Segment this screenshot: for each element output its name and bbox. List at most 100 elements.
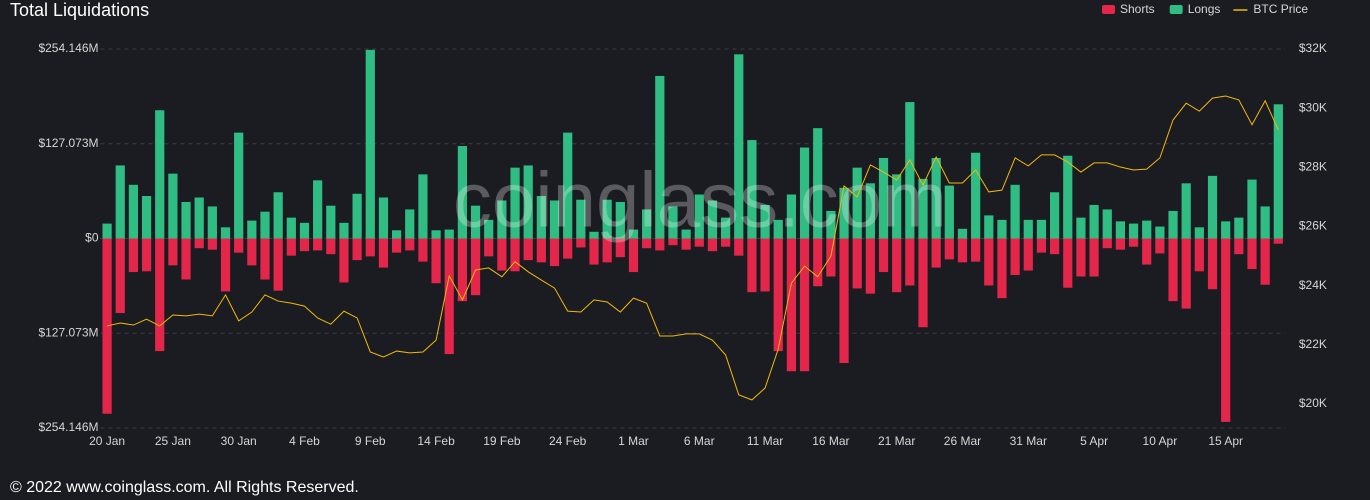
- bar: [102, 238, 112, 414]
- bar: [642, 238, 652, 249]
- bar: [444, 238, 454, 355]
- bar: [141, 238, 152, 272]
- bar: [1247, 179, 1257, 239]
- bar: [207, 238, 217, 250]
- bar: [997, 219, 1007, 239]
- bar: [760, 204, 770, 239]
- bar: [510, 238, 520, 272]
- bar: [707, 200, 718, 239]
- bar: [1273, 104, 1283, 239]
- bar: [878, 157, 889, 239]
- bar: [260, 238, 270, 280]
- bar: [865, 238, 875, 294]
- x-tick-label: 4 Feb: [289, 434, 320, 448]
- bar: [720, 238, 731, 247]
- bar: [892, 238, 902, 293]
- bar: [734, 54, 744, 239]
- bar: [405, 209, 415, 239]
- bar: [892, 174, 902, 239]
- bar: [971, 238, 981, 262]
- bar: [655, 238, 665, 251]
- bar: [523, 238, 533, 261]
- watermark: coinglass.com: [453, 156, 947, 244]
- bar: [1049, 192, 1060, 239]
- bar: [115, 165, 125, 239]
- bar: [391, 230, 402, 239]
- bar: [207, 206, 217, 239]
- bar: [470, 238, 481, 296]
- bar: [299, 222, 310, 239]
- y2-tick-label: $32K: [1299, 41, 1327, 55]
- bar: [628, 238, 639, 273]
- bar: [997, 238, 1007, 299]
- bar: [326, 205, 336, 239]
- footer: © 2022 www.coinglass.com. All Rights Res…: [10, 479, 359, 496]
- y2-tick-label: $30K: [1299, 100, 1327, 114]
- bar: [168, 173, 178, 239]
- bar: [971, 152, 981, 239]
- bar: [220, 238, 231, 292]
- x-tick-label: 25 Jan: [155, 434, 191, 448]
- x-tick-label: 19 Feb: [483, 434, 521, 448]
- legend-swatch: [1102, 5, 1115, 14]
- x-tick-label: 30 Jan: [221, 434, 257, 448]
- y2-tick-label: $26K: [1299, 219, 1327, 233]
- bar: [1181, 183, 1191, 239]
- bar: [734, 238, 744, 256]
- bar: [1076, 238, 1086, 277]
- bar: [128, 238, 139, 273]
- y-tick-label: $254.146M: [38, 420, 98, 434]
- bar: [1221, 238, 1231, 422]
- bar: [194, 197, 204, 239]
- bar: [576, 238, 586, 248]
- bar: [418, 174, 428, 239]
- bar: [1076, 217, 1086, 239]
- bar: [1023, 238, 1033, 271]
- bar: [286, 217, 296, 239]
- bar: [234, 132, 244, 239]
- bar: [405, 238, 415, 251]
- bar: [957, 228, 968, 239]
- bar: [799, 147, 810, 239]
- bar: [615, 238, 625, 258]
- bar: [497, 238, 507, 271]
- bar: [681, 229, 691, 239]
- bar: [576, 199, 586, 239]
- bar: [431, 230, 441, 239]
- bar: [1063, 155, 1073, 239]
- x-tick-label: 5 Apr: [1080, 434, 1108, 448]
- bar: [549, 238, 560, 267]
- bar: [155, 238, 165, 352]
- bar: [694, 238, 704, 247]
- bar: [813, 238, 823, 287]
- bar: [720, 217, 731, 239]
- bar: [1102, 238, 1112, 249]
- bar: [181, 201, 191, 239]
- bar: [786, 194, 797, 239]
- bar: [1234, 238, 1244, 255]
- bar: [668, 206, 678, 239]
- bar: [523, 165, 533, 239]
- bar: [141, 195, 152, 239]
- bar: [1010, 238, 1020, 276]
- bar: [1115, 221, 1126, 239]
- bar: [536, 238, 546, 263]
- bar: [352, 238, 362, 261]
- bar: [1221, 221, 1231, 239]
- bar: [957, 238, 968, 263]
- bar: [457, 146, 468, 239]
- bar: [273, 192, 283, 239]
- bar: [168, 238, 178, 266]
- bar: [102, 223, 112, 239]
- bar: [602, 238, 612, 263]
- bar: [1089, 204, 1099, 239]
- x-tick-label: 10 Apr: [1143, 434, 1178, 448]
- bar: [931, 238, 941, 268]
- bar: [1142, 220, 1152, 239]
- bar: [1010, 184, 1020, 239]
- bar: [1102, 209, 1112, 239]
- bar: [773, 219, 783, 239]
- price-line: [106, 95, 1279, 401]
- bar: [984, 238, 994, 286]
